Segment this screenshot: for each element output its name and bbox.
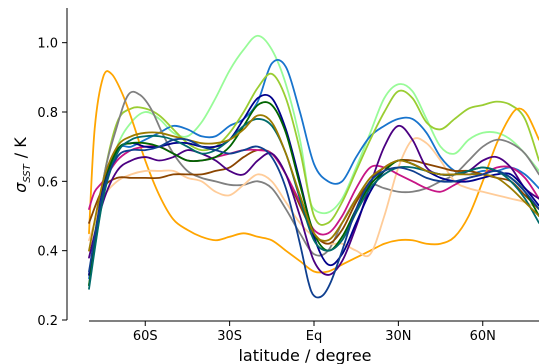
ticks: 0.2 0.4 0.6 0.8 1.0 60S 30S Eq 30N 60N [37, 37, 496, 344]
y-axis-label-subscript: SST [22, 163, 33, 182]
y-tick-label: 1.0 [37, 37, 58, 52]
x-tick-label: 30S [217, 329, 242, 344]
y-axis-label-sigma: σ [11, 182, 30, 193]
x-tick-label: 60N [470, 329, 496, 344]
y-axis-label-unit: / K [11, 137, 30, 158]
y-axis-label: σSST / K [11, 137, 33, 193]
x-tick-label: Eq [306, 329, 322, 344]
x-axis-label: latitude / degree [238, 346, 371, 364]
y-tick-label: 0.6 [37, 175, 58, 190]
y-tick-label: 0.4 [37, 245, 58, 260]
series-line-12 [88, 118, 539, 290]
series-line-5 [88, 90, 539, 287]
series-line-11 [88, 101, 539, 287]
series-line-3 [88, 72, 539, 276]
series-line-13 [88, 114, 539, 252]
y-tick-label: 0.2 [37, 314, 58, 329]
series-line-14 [88, 137, 539, 299]
x-tick-label: 30N [385, 329, 411, 344]
x-tick-label: 60S [133, 329, 158, 344]
y-tick-label: 0.8 [37, 106, 58, 121]
series-lines [88, 34, 539, 299]
